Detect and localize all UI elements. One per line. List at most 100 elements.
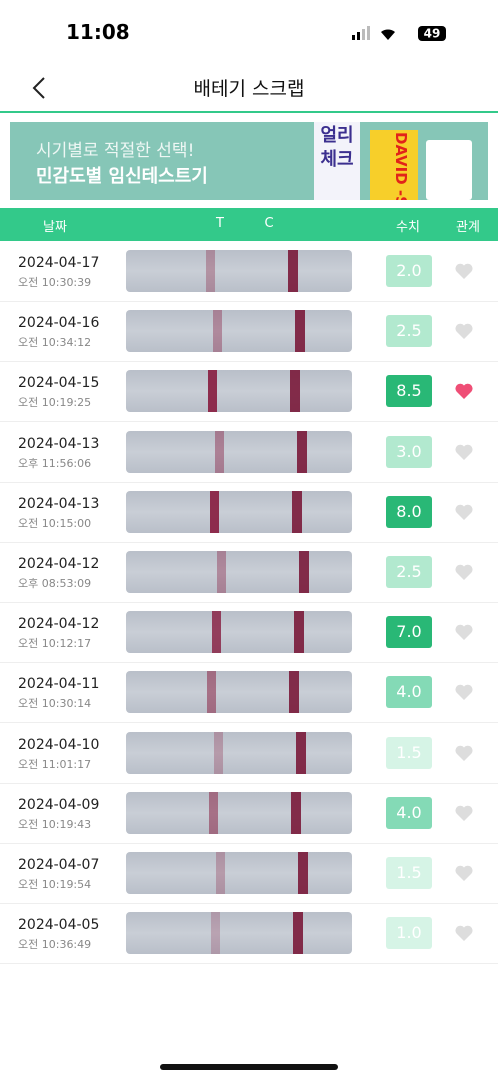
strip-t-line (212, 611, 221, 654)
header-title: 배테기 스크랩 (193, 78, 305, 100)
like-heart[interactable] (454, 803, 474, 823)
column-label: C (264, 216, 274, 231)
like-heart[interactable] (454, 321, 474, 341)
column-label: T (216, 216, 224, 231)
column-label: 관계 (456, 220, 480, 235)
strip-c-line (290, 370, 300, 413)
record-time: 오전 10:12:17 (18, 637, 92, 651)
back-button[interactable] (30, 76, 50, 100)
record-time: 오전 10:30:39 (18, 276, 92, 289)
product-box: 얼리 체크 (314, 122, 360, 200)
record-row[interactable]: 2024-04-13 오전 10:15:00 8.0 (0, 482, 498, 543)
record-row[interactable]: 2024-04-09 오전 10:19:43 4.0 (0, 783, 498, 844)
strip-c-line (297, 430, 307, 473)
strip-t-line (206, 250, 215, 292)
column-label: 날짜 (43, 220, 67, 235)
test-strip-image (126, 852, 352, 894)
banner-text: 민감도별 임신테스트기 (36, 166, 208, 187)
record-row[interactable]: 2024-04-13 오후 11:56:06 3.0 (0, 422, 498, 483)
strip-t-line (213, 310, 222, 353)
test-strip-image (126, 430, 352, 473)
strip-t-line (207, 671, 216, 714)
value-badge: 8.0 (386, 495, 432, 528)
test-strip-image (126, 912, 352, 955)
record-row[interactable]: 2024-04-15 오전 10:19:25 8.5 (0, 361, 498, 423)
banner[interactable]: 시기별로 적절한 선택! 민감도별 임신테스트기 얼리 체크 DAVID -SU… (10, 122, 488, 200)
test-strip-image (126, 611, 352, 654)
strip-c-line (299, 551, 309, 593)
record-date: 2024-04-13 (18, 435, 100, 452)
like-heart[interactable] (454, 682, 474, 702)
test-strip-image (126, 310, 352, 353)
strip-c-line (295, 310, 305, 353)
product-label: 체크 (320, 149, 354, 170)
record-date: 2024-04-13 (18, 495, 100, 512)
strip-t-line (215, 430, 224, 473)
record-time: 오후 11:56:06 (18, 456, 92, 470)
value-badge: 2.5 (386, 556, 432, 588)
product-box (426, 140, 472, 200)
like-heart[interactable] (454, 502, 474, 522)
record-time: 오전 10:19:54 (18, 878, 92, 891)
test-strip-image (126, 731, 352, 774)
test-strip-image (126, 370, 352, 413)
value-badge: 1.0 (386, 917, 432, 950)
value-badge: 3.0 (386, 435, 432, 468)
record-row[interactable]: 2024-04-10 오전 11:01:17 1.5 (0, 723, 498, 784)
record-row[interactable]: 2024-04-07 오전 10:19:54 1.5 (0, 843, 498, 904)
like-heart[interactable] (454, 743, 474, 763)
test-strip-image (126, 490, 352, 533)
record-date: 2024-04-15 (18, 375, 100, 392)
value-badge: 8.5 (386, 375, 432, 408)
value-badge: 4.0 (386, 676, 432, 709)
record-row[interactable]: 2024-04-12 오전 10:12:17 7.0 (0, 602, 498, 664)
like-heart[interactable] (454, 261, 474, 281)
like-heart[interactable] (454, 562, 474, 582)
record-date: 2024-04-12 (18, 556, 100, 572)
record-time: 오전 10:36:49 (18, 938, 92, 952)
like-heart[interactable] (454, 381, 474, 401)
strip-t-line (209, 791, 218, 834)
strip-t-line (208, 370, 217, 413)
record-date: 2024-04-16 (18, 315, 100, 332)
strip-c-line (296, 731, 306, 774)
record-time: 오후 08:53:09 (18, 577, 92, 590)
strip-t-line (217, 551, 226, 593)
product-label: DAVID -SUPE (392, 132, 410, 200)
record-time: 오전 10:19:25 (18, 396, 92, 410)
record-date: 2024-04-11 (18, 676, 100, 693)
record-date: 2024-04-17 (18, 255, 100, 271)
value-badge: 7.0 (386, 616, 432, 649)
strip-t-line (214, 731, 223, 774)
divider (0, 111, 498, 113)
like-heart[interactable] (454, 923, 474, 943)
strip-c-line (289, 671, 299, 714)
home-indicator (160, 1064, 338, 1070)
record-time: 오전 10:34:12 (18, 336, 92, 350)
test-strip-image (126, 671, 352, 714)
battery-level: 49 (424, 27, 441, 41)
product-box: DAVID -SUPE (370, 130, 418, 200)
record-row[interactable]: 2024-04-17 오전 10:30:39 2.0 (0, 241, 498, 302)
record-row[interactable]: 2024-04-11 오전 10:30:14 4.0 (0, 662, 498, 724)
record-row[interactable]: 2024-04-16 오전 10:34:12 2.5 (0, 301, 498, 363)
record-date: 2024-04-07 (18, 857, 100, 873)
like-heart[interactable] (454, 622, 474, 642)
product-label: 얼리 (320, 125, 354, 146)
like-heart[interactable] (454, 442, 474, 462)
record-time: 오전 10:30:14 (18, 697, 92, 711)
record-date: 2024-04-09 (18, 796, 100, 813)
status-time: 11:08 (66, 20, 130, 44)
record-row[interactable]: 2024-04-05 오전 10:36:49 1.0 (0, 903, 498, 965)
column-label: 수치 (396, 220, 420, 235)
record-date: 2024-04-05 (18, 917, 100, 934)
strip-t-line (210, 490, 219, 533)
record-time: 오전 11:01:17 (18, 757, 92, 771)
record-row[interactable]: 2024-04-12 오후 08:53:09 2.5 (0, 542, 498, 603)
strip-c-line (288, 250, 298, 292)
record-date: 2024-04-10 (18, 736, 100, 753)
record-time: 오전 10:19:43 (18, 817, 92, 831)
like-heart[interactable] (454, 863, 474, 883)
value-badge: 2.5 (386, 315, 432, 348)
value-badge: 1.5 (386, 736, 432, 769)
